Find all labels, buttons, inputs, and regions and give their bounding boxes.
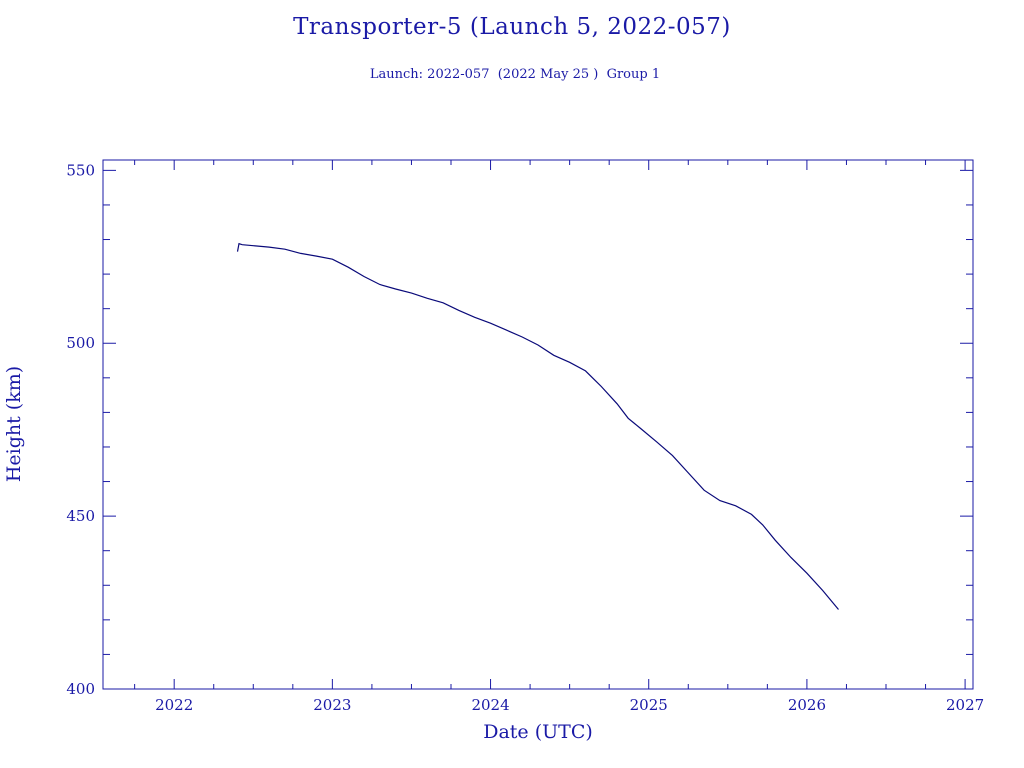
y-tick-label: 500 <box>66 334 95 352</box>
y-axis-label: Height (km) <box>3 366 25 482</box>
y-tick-label: 400 <box>66 680 95 698</box>
x-tick-label: 2022 <box>155 696 193 714</box>
y-tick-label: 550 <box>66 161 95 179</box>
chart-subtitle: Launch: 2022-057 (2022 May 25 ) Group 1 <box>369 67 661 82</box>
x-tick-label: 2027 <box>946 696 984 714</box>
x-tick-label: 2024 <box>471 696 509 714</box>
x-tick-label: 2026 <box>788 696 826 714</box>
x-tick-label: 2025 <box>630 696 668 714</box>
chart-title: Transporter-5 (Launch 5, 2022-057) <box>293 14 731 40</box>
plot-frame <box>102 159 974 690</box>
height-series-line <box>236 242 839 610</box>
axis-ticks <box>103 160 973 690</box>
y-tick-label: 450 <box>66 507 95 525</box>
x-tick-label: 2023 <box>313 696 351 714</box>
x-axis-label: Date (UTC) <box>483 721 593 743</box>
axis-tick-labels: 2022 2023 2024 2025 2026 2027 400 450 500 550 <box>66 161 984 714</box>
